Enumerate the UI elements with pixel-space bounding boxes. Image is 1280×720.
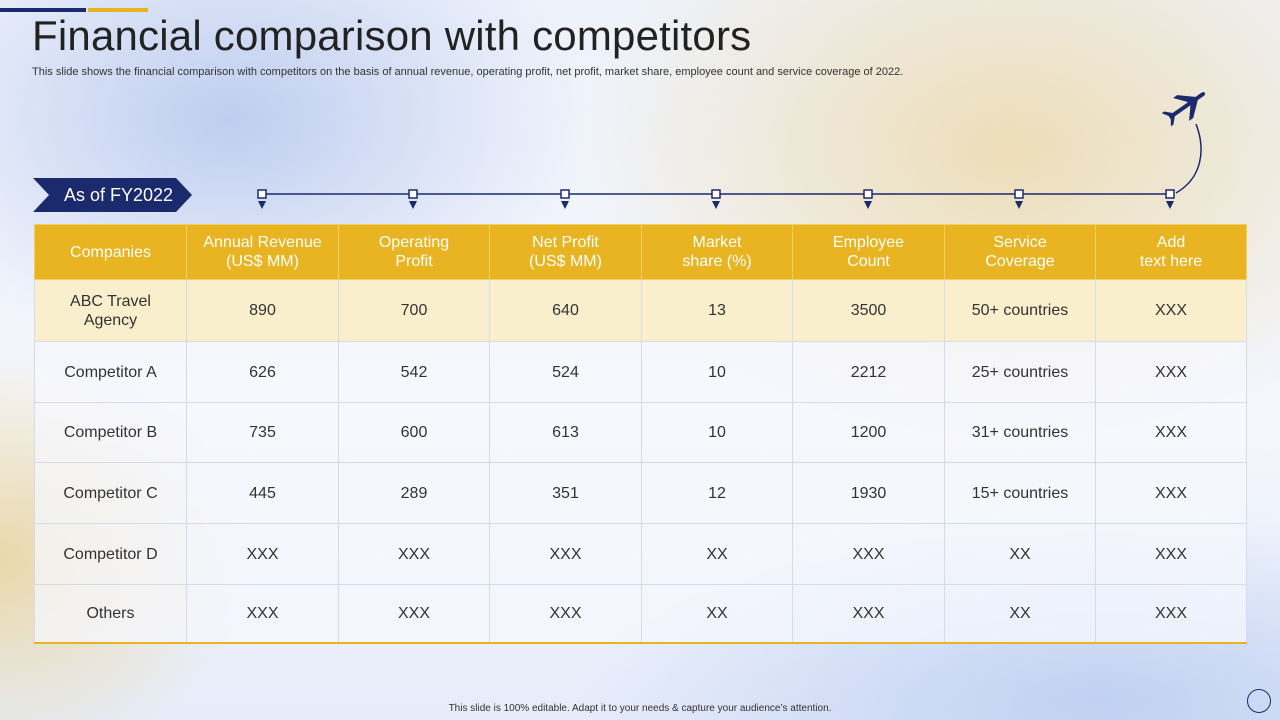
table-cell: 12 — [641, 462, 793, 524]
page-subtitle: This slide shows the financial compariso… — [32, 66, 904, 78]
table-cell: 735 — [186, 402, 339, 463]
table-cell: 890 — [186, 279, 339, 342]
header-net-profit: Net Profit (US$ MM) — [489, 224, 642, 280]
pin-marker-icon — [1165, 189, 1175, 209]
table-cell: XXX — [186, 584, 339, 644]
table-row: ABC Travel Agency 890 700 640 13 3500 50+ count… — [34, 279, 1247, 342]
company-cell: Competitor D — [34, 523, 187, 585]
table-cell: 3500 — [792, 279, 945, 342]
header-market-share: Market share (%) — [641, 224, 793, 280]
table-row: Competitor C 445 289 351 12 1930 15+ countries… — [34, 462, 1247, 524]
table-cell: XXX — [1095, 523, 1247, 585]
table-cell: XXX — [186, 523, 339, 585]
pin-marker-icon — [257, 189, 267, 209]
accent-bar-navy — [0, 8, 86, 12]
table-cell: XXX — [792, 523, 945, 585]
table-cell: 600 — [338, 402, 490, 463]
table-cell: XXX — [1095, 279, 1247, 342]
table-cell: XXX — [1095, 584, 1247, 644]
table-cell: 626 — [186, 341, 339, 403]
company-cell: ABC Travel Agency — [34, 279, 187, 342]
pin-marker-icon — [408, 189, 418, 209]
table-cell: 10 — [641, 341, 793, 403]
table-header-row: Companies Annual Revenue (US$ MM) Operati… — [34, 224, 1247, 280]
flight-path — [1175, 123, 1202, 194]
table-cell: 542 — [338, 341, 490, 403]
table-cell: XXX — [338, 584, 490, 644]
pin-marker-icon — [1014, 189, 1024, 209]
table-cell: XXX — [792, 584, 945, 644]
table-cell: 640 — [489, 279, 642, 342]
table-cell: 10 — [641, 402, 793, 463]
table-cell: 1200 — [792, 402, 945, 463]
header-operating-profit: Operating Profit — [338, 224, 490, 280]
table-cell: 351 — [489, 462, 642, 524]
pin-marker-icon — [863, 189, 873, 209]
table-cell: 289 — [338, 462, 490, 524]
table-cell: XXX — [1095, 402, 1247, 463]
table-cell: 15+ countries — [944, 462, 1096, 524]
table-row: Competitor D XXX XXX XXX XX XXX XX XXX — [34, 523, 1247, 585]
table-cell: 31+ countries — [944, 402, 1096, 463]
table-cell: XXX — [1095, 341, 1247, 403]
table-row: Competitor A 626 542 524 10 2212 25+ countries… — [34, 341, 1247, 403]
table-cell: 2212 — [792, 341, 945, 403]
table-cell: XX — [944, 584, 1096, 644]
table-cell: 613 — [489, 402, 642, 463]
circle-icon[interactable] — [1247, 689, 1271, 713]
airplane-icon — [1161, 92, 1206, 127]
header-employee-count: Employee Count — [792, 224, 945, 280]
table-cell: 13 — [641, 279, 793, 342]
table-row: Competitor B 735 600 613 10 1200 31+ countries… — [34, 402, 1247, 463]
header-service-coverage: Service Coverage — [944, 224, 1096, 280]
table-cell: XX — [641, 523, 793, 585]
header-companies: Companies — [34, 224, 187, 280]
company-cell: Competitor A — [34, 341, 187, 403]
table-cell: 524 — [489, 341, 642, 403]
company-cell: Others — [34, 584, 187, 644]
footer-note: This slide is 100% editable. Adapt it to… — [448, 703, 832, 714]
table-cell: 50+ countries — [944, 279, 1096, 342]
table-row: Others XXX XXX XXX XX XXX XX XXX — [34, 584, 1247, 644]
header-add-text: Add text here — [1095, 224, 1247, 280]
pin-marker-icon — [711, 189, 721, 209]
table-cell: XX — [641, 584, 793, 644]
fy-badge: As of FY2022 — [33, 178, 192, 212]
table-cell: XXX — [489, 523, 642, 585]
fy-badge-label: As of FY2022 — [64, 185, 174, 205]
pin-marker-icon — [560, 189, 570, 209]
comparison-table: Companies Annual Revenue (US$ MM) Operati… — [34, 224, 1247, 644]
accent-bar-gold — [88, 8, 148, 12]
table-cell: 700 — [338, 279, 490, 342]
table-cell: 25+ countries — [944, 341, 1096, 403]
table-cell: 1930 — [792, 462, 945, 524]
page-title: Financial comparison with competitors — [32, 12, 752, 59]
table-cell: XXX — [338, 523, 490, 585]
table-cell: XXX — [1095, 462, 1247, 524]
company-cell: Competitor C — [34, 462, 187, 524]
table-cell: 445 — [186, 462, 339, 524]
header-annual-revenue: Annual Revenue (US$ MM) — [186, 224, 339, 280]
table-cell: XXX — [489, 584, 642, 644]
company-cell: Competitor B — [34, 402, 187, 463]
table-cell: XX — [944, 523, 1096, 585]
